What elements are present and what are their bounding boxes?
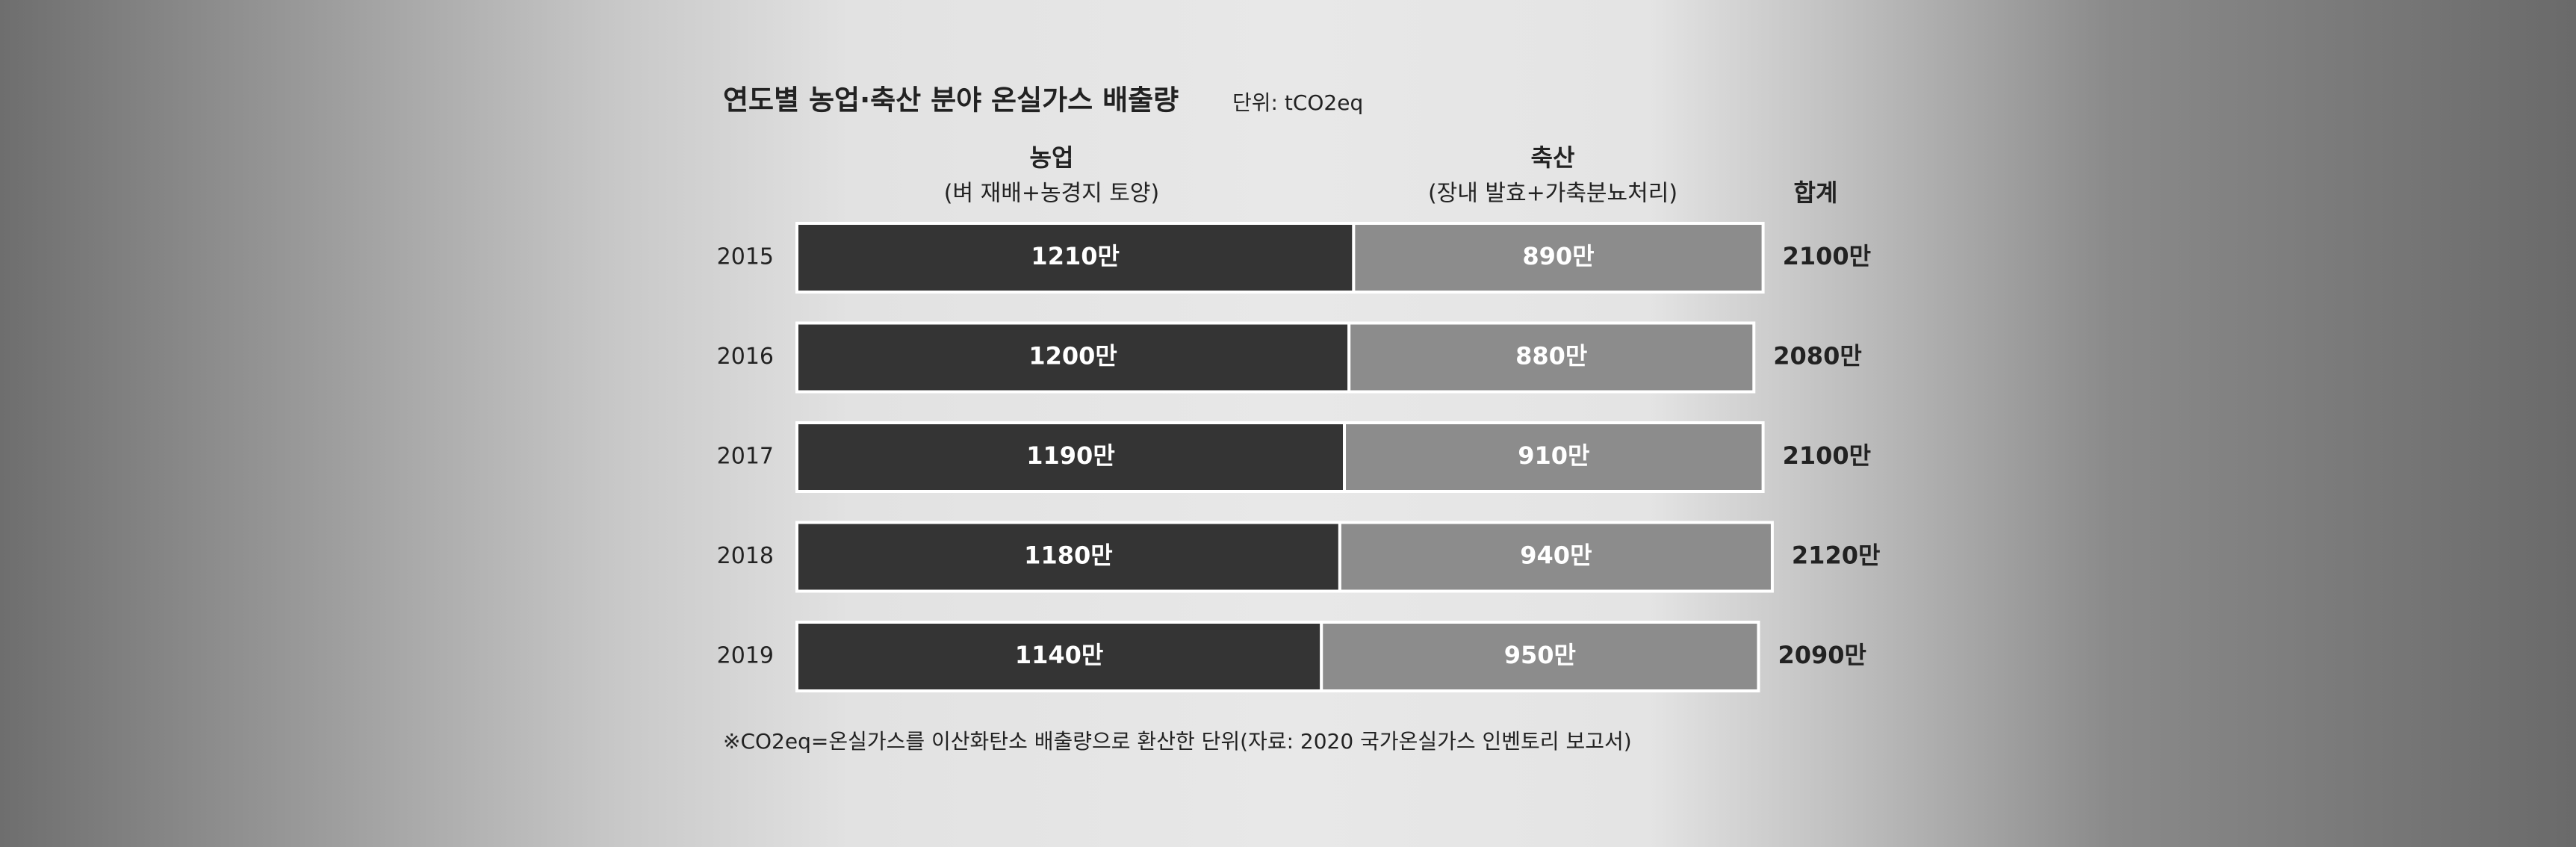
- value-label: 1200만: [1028, 342, 1117, 370]
- total-label: 2120만: [1792, 542, 1881, 570]
- chart-title: 연도별 농업·축산 분야 온실가스 배출량: [723, 84, 1179, 117]
- unit-label: 단위: tCO2eq: [1232, 90, 1363, 115]
- value-label: 880만: [1515, 342, 1587, 370]
- value-label: 1140만: [1015, 641, 1104, 669]
- y-tick-label: 2017: [717, 444, 774, 470]
- total-label: 2080만: [1773, 342, 1862, 370]
- bar-segment: [795, 621, 1323, 692]
- bar-segment: [1320, 621, 1760, 692]
- legend-name: 농업: [1030, 143, 1074, 172]
- total-label: 2100만: [1783, 242, 1872, 270]
- bar-segment: [795, 321, 1351, 394]
- value-label: 910만: [1518, 441, 1589, 470]
- y-tick-label: 2015: [717, 244, 774, 270]
- legend-note: (장내 발효+가축분뇨처리): [1428, 181, 1677, 207]
- bar-segment: [795, 421, 1347, 493]
- bar-segment: [1352, 222, 1765, 294]
- footnote: ※CO2eq=온실가스를 이산화탄소 배출량으로 환산한 단위(자료: 2020…: [723, 729, 1632, 754]
- value-label: 890만: [1522, 242, 1594, 270]
- bar-segment: [1343, 421, 1765, 493]
- bar-segment: [1338, 521, 1774, 593]
- y-tick-label: 2018: [717, 543, 774, 569]
- total-label: 2090만: [1778, 641, 1866, 669]
- legend-note: (벼 재배+농경지 토양): [944, 181, 1159, 207]
- y-tick-label: 2016: [717, 344, 774, 370]
- total-label: 2100만: [1783, 441, 1872, 470]
- y-tick-label: 2019: [717, 643, 774, 669]
- value-label: 940만: [1520, 542, 1592, 570]
- legend-name: 축산: [1531, 143, 1575, 172]
- value-label: 1180만: [1024, 542, 1113, 570]
- total-header: 합계: [1794, 179, 1838, 207]
- bar-segment: [795, 222, 1356, 294]
- value-label: 950만: [1504, 641, 1576, 669]
- value-label: 1190만: [1026, 441, 1115, 470]
- value-label: 1210만: [1031, 242, 1120, 270]
- bar-segment: [1347, 321, 1756, 394]
